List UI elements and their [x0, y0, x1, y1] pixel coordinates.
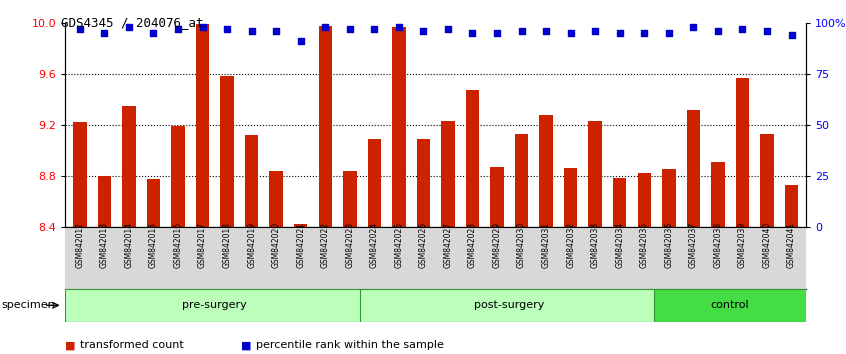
Point [343, 26, 356, 32]
Text: post-surgery: post-surgery [474, 300, 545, 310]
Point [442, 26, 455, 32]
Point [613, 30, 627, 36]
Point [220, 26, 233, 32]
Point [711, 28, 725, 34]
Bar [122, 106, 135, 227]
Text: ■: ■ [65, 340, 75, 350]
Bar [220, 76, 233, 227]
Bar [318, 25, 332, 227]
Point [785, 32, 799, 38]
Bar [73, 122, 86, 227]
Point [269, 28, 283, 34]
Text: GDS4345 / 204076_at: GDS4345 / 204076_at [61, 16, 203, 29]
Text: ■: ■ [241, 340, 251, 350]
Bar [654, 289, 806, 322]
Bar [360, 289, 659, 322]
Bar [368, 139, 381, 227]
Point [73, 26, 86, 32]
Bar [146, 179, 160, 227]
Text: percentile rank within the sample: percentile rank within the sample [256, 340, 444, 350]
Bar [589, 121, 602, 227]
Point [761, 28, 774, 34]
Bar [195, 24, 209, 227]
Bar [171, 126, 184, 227]
Point [564, 30, 578, 36]
Point [122, 24, 135, 30]
Point [318, 24, 332, 30]
Bar [662, 169, 676, 227]
Bar [711, 162, 725, 227]
Bar [515, 134, 528, 227]
Point [416, 28, 430, 34]
Bar [687, 109, 700, 227]
Point [367, 26, 381, 32]
Bar [638, 173, 651, 227]
Point [195, 24, 209, 30]
Bar [613, 178, 627, 227]
Point [491, 30, 504, 36]
Point [589, 28, 602, 34]
Text: transformed count: transformed count [80, 340, 184, 350]
Point [244, 28, 258, 34]
Point [466, 30, 480, 36]
Point [687, 24, 700, 30]
Bar [393, 27, 405, 227]
Point [662, 30, 676, 36]
Bar [294, 224, 307, 227]
Bar [491, 167, 503, 227]
Bar [97, 176, 111, 227]
Point [540, 28, 553, 34]
Point [146, 30, 160, 36]
Bar [564, 168, 578, 227]
Bar [65, 289, 365, 322]
Text: specimen: specimen [2, 300, 56, 310]
Bar [343, 171, 356, 227]
Bar [761, 134, 774, 227]
Text: control: control [711, 300, 750, 310]
Point [638, 30, 651, 36]
Bar [244, 135, 258, 227]
Bar [785, 184, 799, 227]
Point [294, 39, 307, 44]
Bar [736, 78, 750, 227]
Bar [540, 115, 553, 227]
Point [392, 24, 405, 30]
Point [171, 26, 184, 32]
Bar [442, 121, 454, 227]
Bar [466, 90, 479, 227]
Point [515, 28, 529, 34]
Bar [269, 171, 283, 227]
Bar [417, 139, 430, 227]
Text: pre-surgery: pre-surgery [183, 300, 247, 310]
Point [97, 30, 111, 36]
Point [736, 26, 750, 32]
